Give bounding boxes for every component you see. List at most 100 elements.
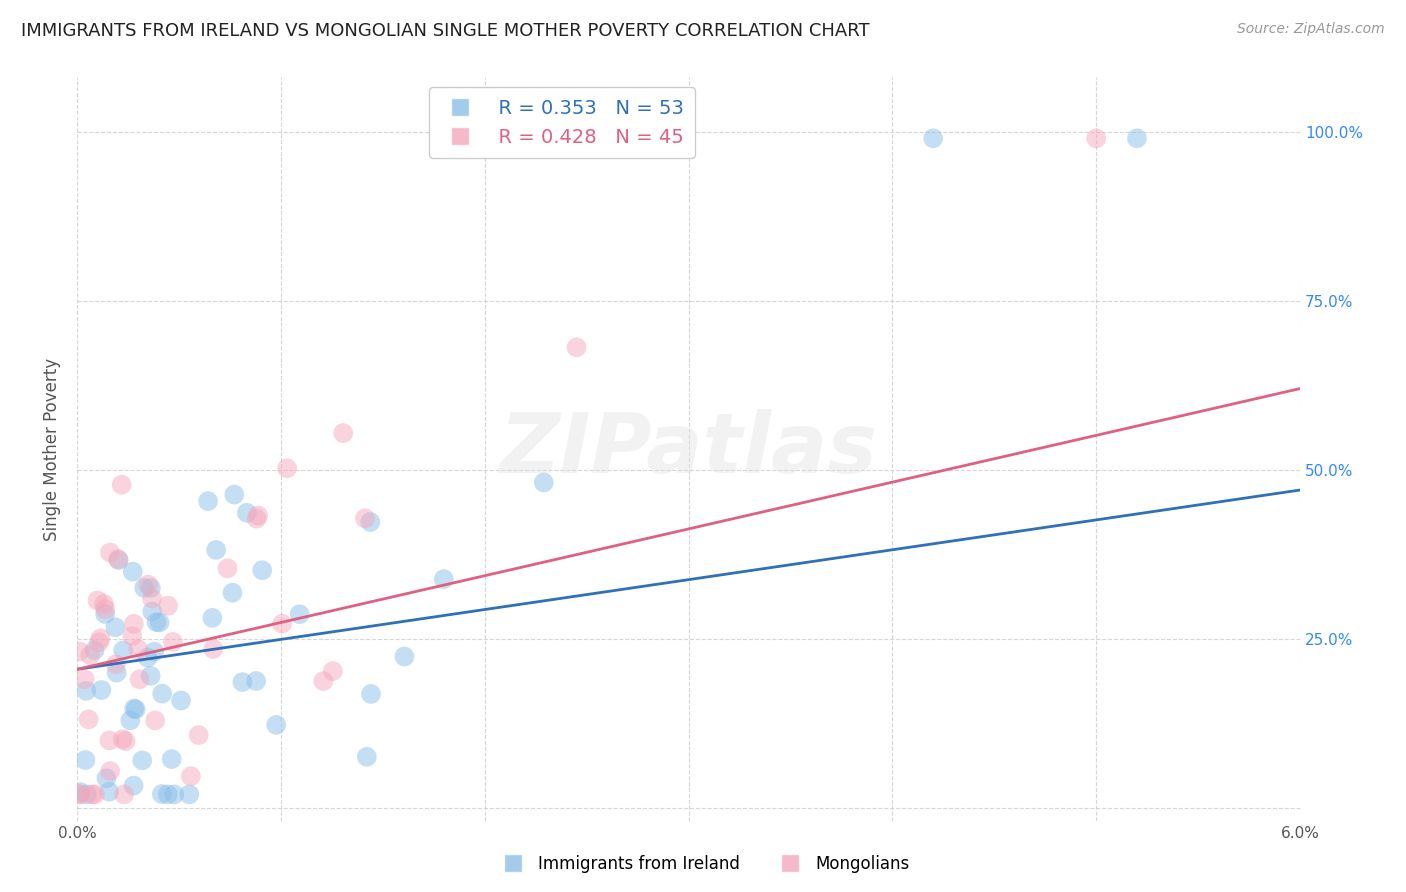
Point [197, 494, 219, 508]
Point [69, 785, 91, 799]
Point [565, 340, 588, 354]
Point [134, 581, 156, 595]
Point [276, 461, 298, 475]
Point [180, 769, 202, 783]
Point [179, 788, 201, 802]
Point [205, 543, 228, 558]
Point [75, 753, 97, 767]
Point [79, 648, 101, 662]
Point [356, 749, 378, 764]
Point [120, 714, 142, 728]
Text: IMMIGRANTS FROM IRELAND VS MONGOLIAN SINGLE MOTHER POVERTY CORRELATION CHART: IMMIGRANTS FROM IRELAND VS MONGOLIAN SIN… [21, 22, 870, 40]
Point [121, 629, 143, 643]
Point [107, 553, 129, 567]
Point [98, 733, 121, 747]
Point [122, 779, 145, 793]
Point [217, 561, 239, 575]
Point [359, 515, 381, 529]
Point [354, 511, 377, 525]
Point [90, 632, 112, 646]
Point [264, 718, 287, 732]
Point [87, 635, 110, 649]
Point [160, 752, 183, 766]
Point [90, 683, 112, 698]
Point [75, 684, 97, 698]
Point [136, 577, 159, 591]
Point [433, 572, 456, 586]
Point [394, 649, 416, 664]
Point [150, 687, 173, 701]
Point [150, 787, 173, 801]
Point [922, 131, 945, 145]
Point [83, 788, 105, 802]
Point [245, 673, 267, 688]
Point [360, 687, 382, 701]
Point [122, 616, 145, 631]
Point [149, 615, 172, 630]
Point [271, 616, 294, 631]
Point [170, 693, 193, 707]
Point [201, 611, 224, 625]
Point [127, 642, 149, 657]
Point [86, 593, 108, 607]
Point [143, 645, 166, 659]
Point [111, 732, 134, 747]
Point [69, 788, 91, 802]
Point [125, 702, 148, 716]
Legend: Immigrants from Ireland, Mongolians: Immigrants from Ireland, Mongolians [489, 848, 917, 880]
Point [105, 665, 128, 680]
Point [157, 599, 180, 613]
Point [322, 664, 344, 678]
Point [143, 714, 166, 728]
Point [250, 563, 273, 577]
Point [224, 487, 246, 501]
Point [247, 508, 270, 523]
Point [93, 597, 115, 611]
Text: ZIPatlas: ZIPatlas [499, 409, 877, 490]
Point [77, 712, 100, 726]
Point [69, 644, 91, 658]
Point [83, 643, 105, 657]
Point [156, 788, 179, 802]
Point [98, 545, 121, 559]
Point [111, 477, 134, 491]
Point [114, 734, 136, 748]
Point [139, 581, 162, 595]
Point [187, 728, 209, 742]
Point [332, 426, 354, 441]
Point [121, 565, 143, 579]
Point [231, 675, 253, 690]
Point [98, 785, 121, 799]
Point [94, 607, 117, 621]
Point [162, 635, 184, 649]
Point [312, 674, 335, 689]
Point [104, 620, 127, 634]
Point [128, 673, 150, 687]
Point [107, 552, 129, 566]
Point [96, 771, 118, 785]
Point [112, 788, 135, 802]
Point [202, 641, 225, 656]
Point [533, 475, 555, 490]
Point [136, 650, 159, 665]
Text: Source: ZipAtlas.com: Source: ZipAtlas.com [1237, 22, 1385, 37]
Point [94, 602, 117, 616]
Point [141, 604, 163, 618]
Point [104, 657, 127, 672]
Point [1085, 131, 1108, 145]
Point [1126, 131, 1149, 145]
Point [80, 788, 103, 802]
Point [236, 506, 259, 520]
Point [139, 669, 162, 683]
Point [245, 511, 267, 525]
Point [112, 643, 135, 657]
Y-axis label: Single Mother Poverty: Single Mother Poverty [44, 358, 60, 541]
Point [98, 764, 121, 778]
Legend:   R = 0.353   N = 53,   R = 0.428   N = 45: R = 0.353 N = 53, R = 0.428 N = 45 [429, 87, 695, 158]
Point [73, 672, 96, 686]
Point [131, 753, 153, 767]
Point [163, 788, 186, 802]
Point [67, 788, 90, 802]
Point [221, 585, 243, 599]
Point [141, 591, 163, 606]
